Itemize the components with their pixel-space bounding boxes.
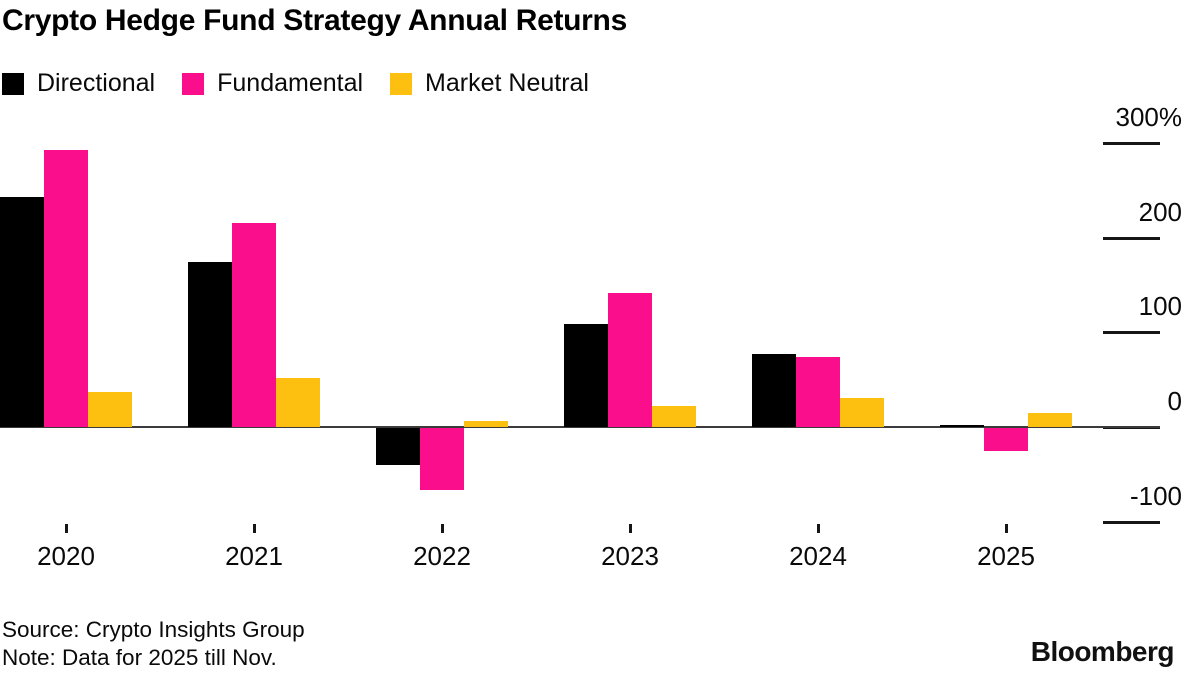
legend-label: Market Neutral [425,69,589,97]
y-axis-tick [1103,141,1160,145]
legend: Directional Fundamental Market Neutral [2,69,589,98]
x-axis-tick [65,524,68,533]
legend-label: Directional [37,69,156,97]
legend-item-directional: Directional [2,69,155,98]
bar-directional-2022 [376,428,420,465]
bar-market-neutral-2020 [88,391,132,427]
y-axis-label: 100 [1138,291,1182,322]
bar-directional-2025 [940,424,984,427]
fundamental-swatch-icon [182,72,205,95]
x-axis-tick [441,524,444,533]
bar-market-neutral-2021 [276,377,320,427]
bar-directional-2023 [564,323,608,427]
x-axis-label: 2023 [601,541,659,571]
x-axis-label: 2020 [37,541,95,571]
bar-fundamental-2025 [984,428,1028,451]
x-axis-tick [253,524,256,533]
x-axis-label: 2022 [413,541,471,571]
bar-directional-2024 [752,354,796,427]
x-axis-label: 2024 [789,541,847,571]
bar-fundamental-2021 [232,223,276,427]
bar-fundamental-2022 [420,428,464,490]
legend-item-market-neutral: Market Neutral [390,69,589,98]
y-axis-label: 300% [1115,101,1183,132]
source-note: Source: Crypto Insights Group [2,617,305,642]
x-axis-label: 2021 [225,541,283,571]
y-axis-label: 0 [1167,386,1182,416]
data-note: Note: Data for 2025 till Nov. [2,645,277,670]
x-axis-tick [629,524,632,533]
legend-item-fundamental: Fundamental [182,69,363,98]
bloomberg-logo: Bloomberg [1030,636,1175,667]
y-axis-tick [1103,520,1160,524]
footer: Source: Crypto Insights Group Note: Data… [2,616,305,672]
y-axis-tick [1103,236,1160,240]
bar-fundamental-2024 [796,356,840,427]
y-axis-label: -100 [1129,480,1182,511]
bar-directional-2020 [0,196,44,427]
bar-fundamental-2023 [608,293,652,427]
directional-swatch-icon [2,72,24,95]
bar-market-neutral-2025 [1028,412,1072,427]
x-axis-label: 2025 [977,541,1035,571]
bar-market-neutral-2024 [840,397,884,427]
y-axis-label: 200 [1138,196,1182,227]
bar-market-neutral-2022 [464,421,508,427]
x-axis-tick [1005,524,1008,533]
market-neutral-swatch-icon [390,72,413,95]
y-axis-tick [1103,331,1160,335]
bar-market-neutral-2023 [652,406,696,427]
chart-title: Crypto Hedge Fund Strategy Annual Return… [2,4,627,37]
bar-directional-2021 [188,262,232,427]
x-axis-tick [817,524,820,533]
legend-label: Fundamental [217,69,364,97]
zero-baseline [0,426,1160,428]
bar-fundamental-2020 [44,150,88,427]
